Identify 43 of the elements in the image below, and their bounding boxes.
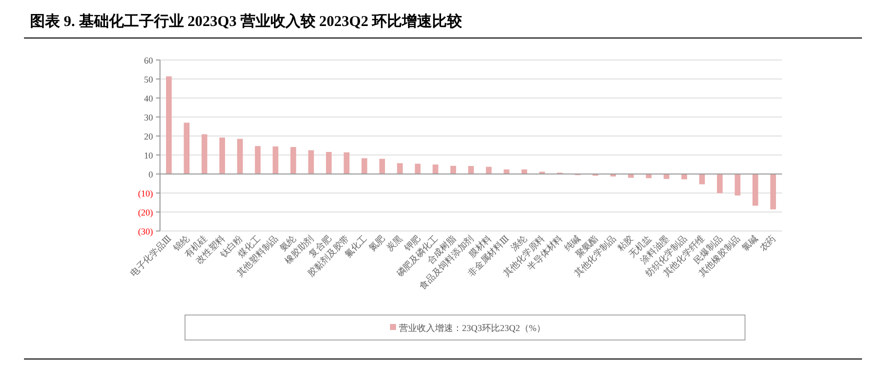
bar	[664, 174, 670, 179]
bar	[699, 174, 705, 184]
y-tick-label: 0	[148, 170, 154, 180]
bar	[397, 163, 403, 174]
bar	[734, 174, 740, 196]
bar	[308, 150, 314, 174]
bar	[752, 174, 758, 206]
y-tick-label: (20)	[138, 208, 153, 218]
bar	[326, 152, 332, 174]
x-tick-label: 氮肥	[366, 233, 387, 254]
bar	[272, 146, 278, 174]
chart-title: 图表 9. 基础化工子行业 2023Q3 营业收入较 2023Q2 环比增速比较	[30, 13, 464, 30]
bar	[468, 166, 474, 174]
bar	[681, 174, 688, 180]
bar	[414, 164, 421, 174]
legend: 营业收入增速：23Q3环比23Q2（%）	[184, 314, 746, 340]
x-tick-label: 炭黑	[384, 233, 404, 254]
bar	[166, 76, 172, 174]
y-tick-label: 20	[144, 132, 154, 142]
bar	[184, 122, 190, 174]
bar	[362, 158, 368, 174]
bar	[290, 147, 296, 174]
bar	[379, 158, 385, 174]
legend-label: 营业收入增速：23Q3环比23Q2（%）	[399, 323, 546, 333]
bar	[504, 169, 510, 174]
bar	[202, 134, 208, 174]
bar	[432, 164, 438, 174]
y-tick-label: 30	[144, 112, 154, 122]
bar	[628, 174, 634, 178]
bar	[344, 152, 350, 174]
y-tick-label: (30)	[138, 226, 153, 236]
bar	[219, 138, 226, 174]
bar	[254, 146, 261, 174]
y-tick-label: (10)	[138, 188, 153, 198]
x-tick-label: 农药	[758, 233, 778, 254]
x-tick-label: 氯碱	[740, 233, 760, 254]
y-tick-label: 50	[144, 74, 154, 84]
y-tick-label: 60	[144, 56, 154, 66]
bar	[716, 174, 723, 194]
y-tick-label: 10	[144, 150, 154, 160]
y-tick-label: 40	[144, 94, 154, 104]
bar	[770, 174, 776, 210]
bar	[237, 138, 243, 174]
